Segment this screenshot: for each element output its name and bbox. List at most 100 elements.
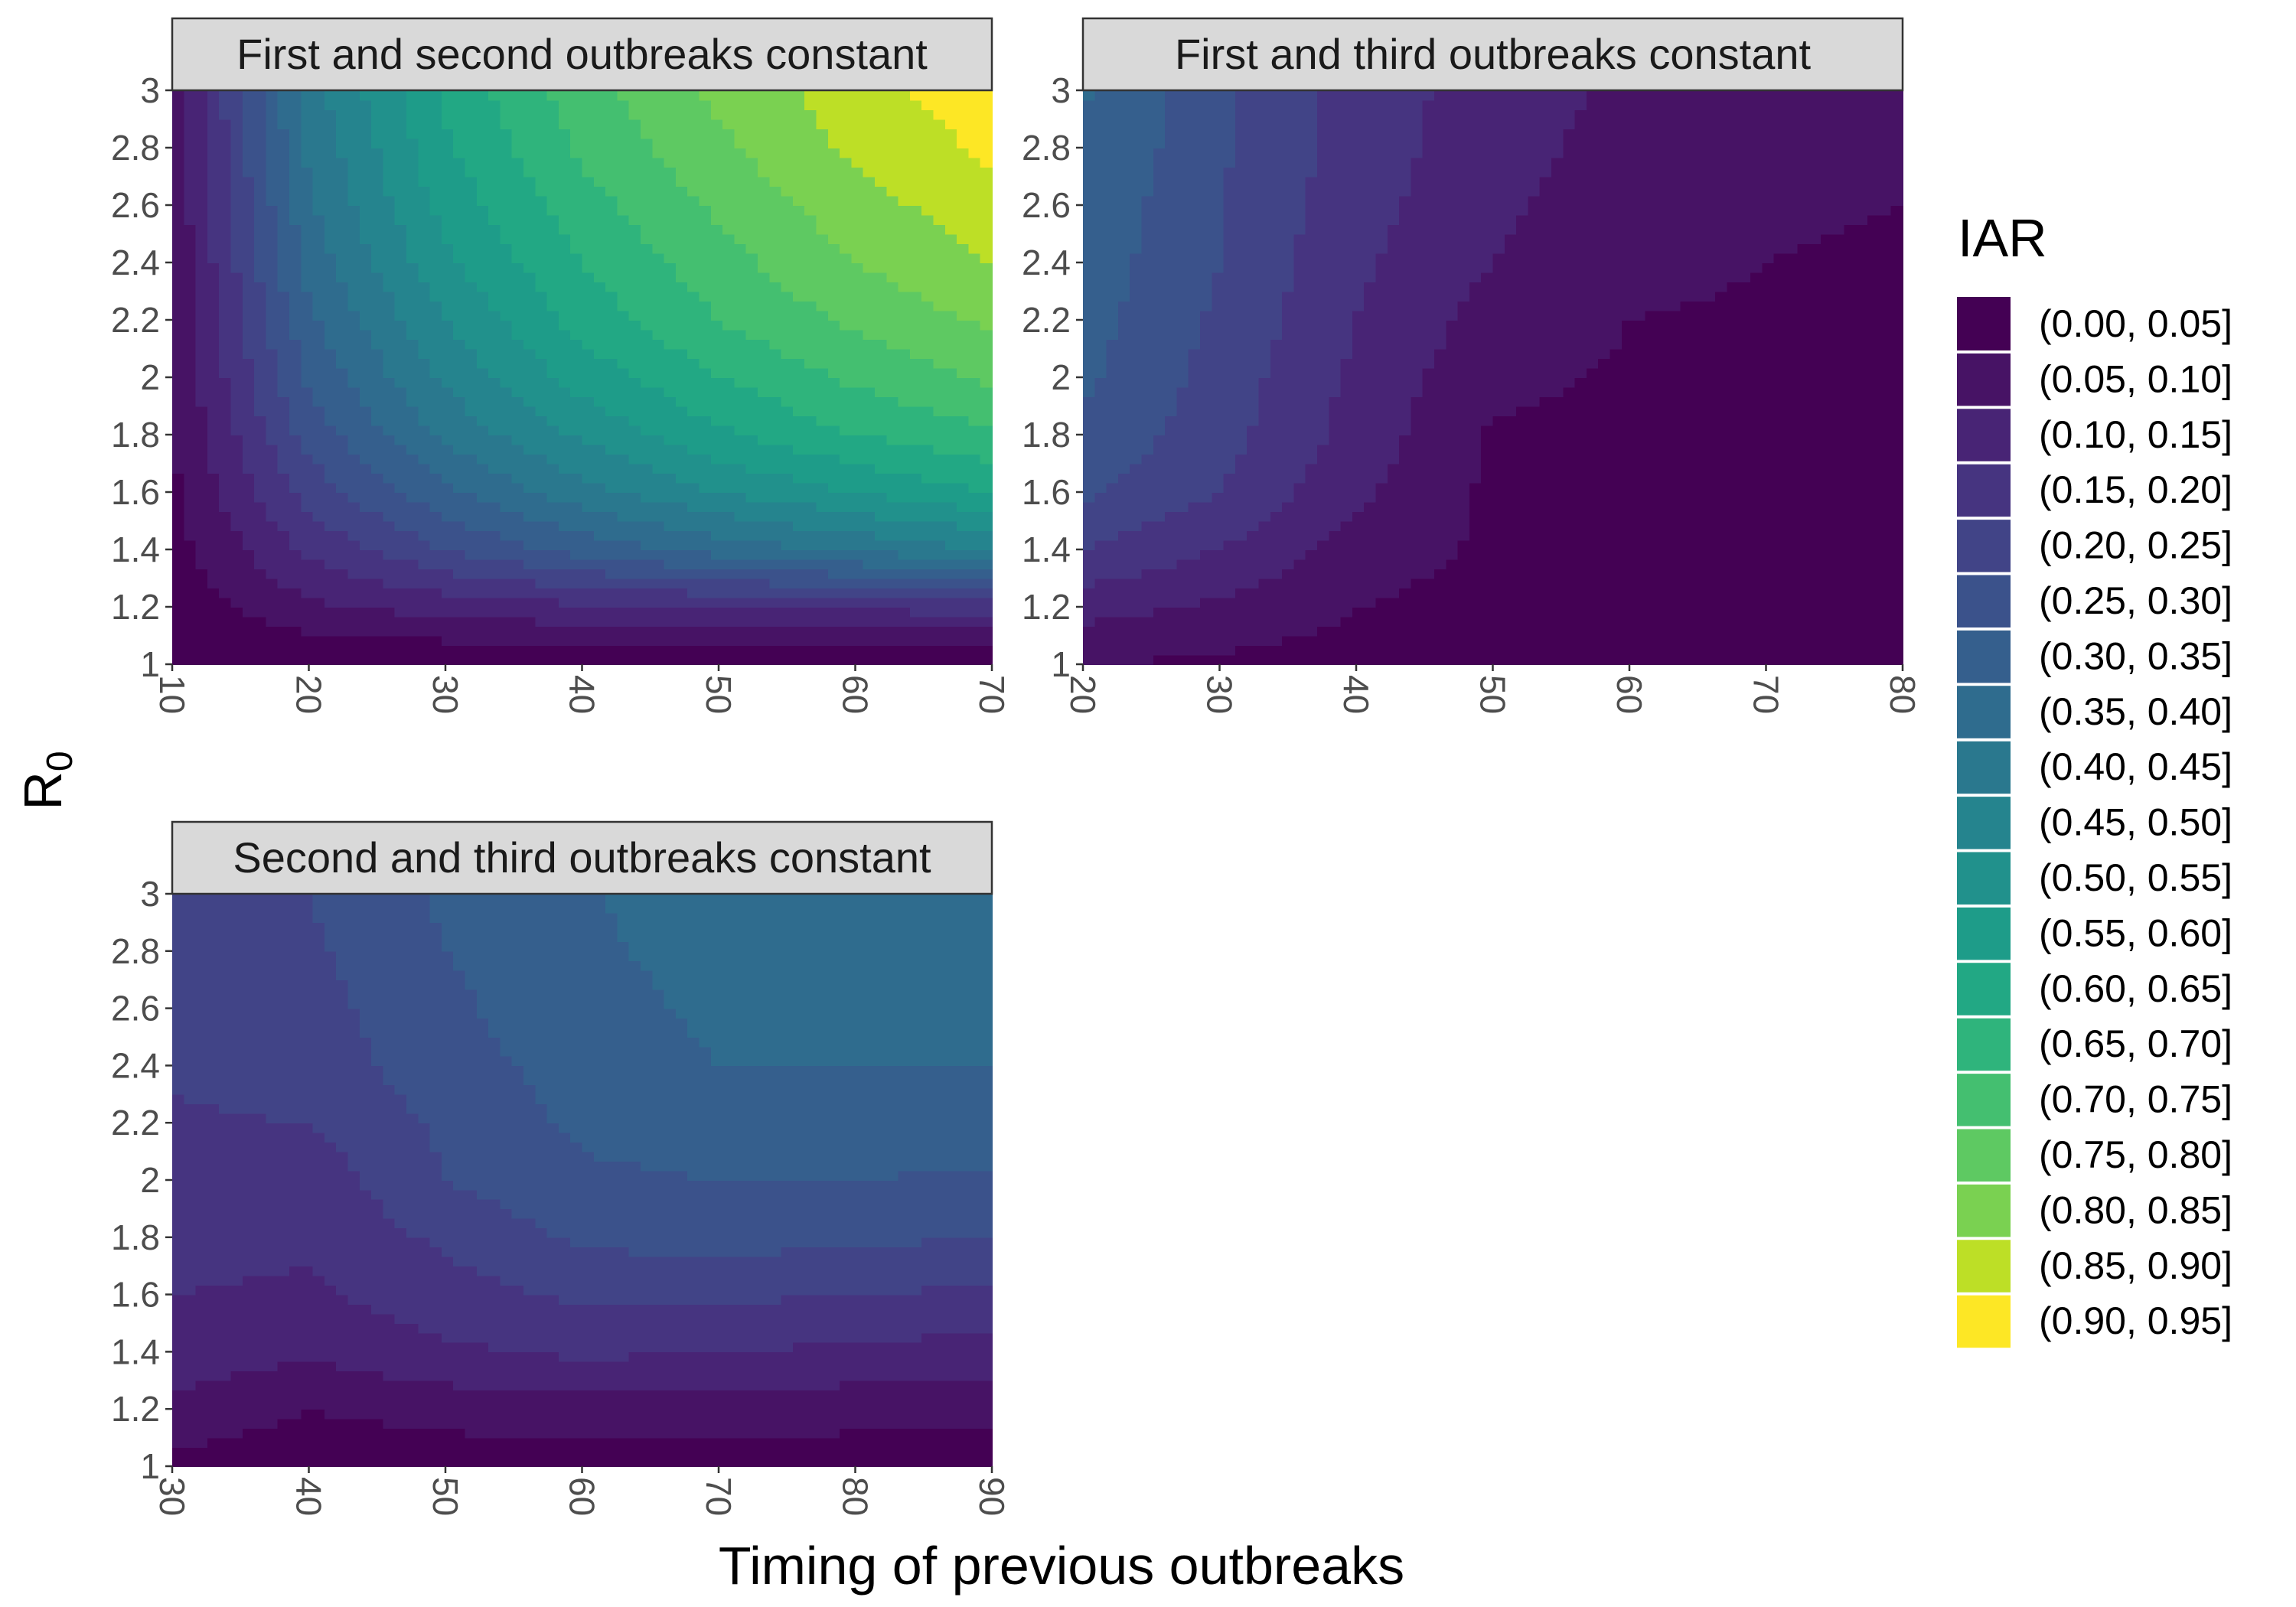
contour-cell — [231, 167, 243, 177]
contour-cell — [488, 205, 501, 215]
contour-cell — [348, 272, 360, 282]
contour-cell — [1306, 655, 1318, 665]
contour-cell — [278, 320, 290, 330]
contour-cell — [196, 129, 208, 139]
contour-cell — [886, 100, 899, 110]
contour-cell — [617, 205, 629, 215]
contour-cell — [582, 445, 595, 455]
contour-cell — [1551, 579, 1564, 588]
contour-cell — [980, 262, 993, 272]
contour-cell — [395, 579, 407, 588]
contour-cell — [899, 454, 911, 464]
contour-cell — [1493, 559, 1505, 569]
contour-cell — [313, 377, 325, 387]
contour-cell — [804, 262, 817, 272]
contour-cell — [207, 129, 220, 139]
contour-cell — [1610, 626, 1623, 636]
contour-cell — [921, 396, 934, 406]
contour-cell — [442, 234, 454, 244]
contour-cell — [1423, 636, 1435, 646]
contour-cell — [453, 148, 465, 158]
contour-cell — [1411, 607, 1423, 617]
contour-cell — [734, 607, 746, 617]
contour-cell — [700, 416, 712, 425]
contour-cell — [828, 330, 840, 340]
contour-cell — [336, 416, 348, 425]
contour-cell — [641, 425, 653, 435]
contour-cell — [980, 119, 993, 129]
contour-cell — [1587, 588, 1599, 598]
contour-cell — [243, 224, 255, 234]
contour-cell — [722, 109, 735, 119]
contour-cell — [1750, 617, 1763, 627]
contour-cell — [371, 387, 383, 397]
contour-cell — [184, 349, 196, 359]
contour-cell — [840, 148, 852, 158]
contour-cell — [1224, 636, 1236, 646]
contour-cell — [301, 435, 313, 445]
contour-cell — [1247, 636, 1259, 646]
contour-cell — [875, 234, 887, 244]
contour-cell — [477, 588, 489, 598]
contour-cell — [1797, 607, 1809, 617]
contour-cell — [934, 253, 946, 263]
contour-cell — [1107, 569, 1119, 579]
contour-cell — [477, 186, 489, 196]
contour-cell — [301, 473, 313, 483]
contour-cell — [722, 588, 735, 598]
contour-cell — [570, 454, 582, 464]
contour-cell — [418, 368, 430, 378]
contour-cell — [921, 196, 934, 206]
contour-cell — [207, 511, 220, 521]
contour-cell — [336, 272, 348, 282]
contour-cell — [910, 243, 922, 253]
contour-cell — [535, 119, 547, 129]
contour-cell — [383, 205, 395, 215]
contour-cell — [406, 636, 419, 646]
contour-cell — [746, 617, 758, 627]
contour-cell — [1176, 645, 1189, 655]
contour-cell — [465, 196, 478, 206]
contour-cell — [371, 530, 383, 540]
contour-cell — [875, 540, 887, 550]
contour-cell — [899, 215, 911, 225]
contour-cell — [1364, 655, 1376, 665]
contour-cell — [465, 339, 478, 349]
contour-cell — [523, 598, 536, 608]
contour-cell — [336, 205, 348, 215]
contour-cell — [172, 598, 184, 608]
contour-cell — [793, 617, 805, 627]
contour-cell — [781, 655, 794, 665]
contour-cell — [207, 358, 220, 368]
contour-cell — [700, 368, 712, 378]
contour-cell — [313, 521, 325, 531]
contour-cell — [243, 90, 255, 100]
contour-cell — [231, 253, 243, 263]
contour-cell — [442, 368, 454, 378]
contour-cell — [1458, 655, 1470, 665]
contour-cell — [535, 464, 547, 474]
contour-cell — [734, 473, 746, 483]
contour-cell — [711, 569, 723, 579]
contour-cell — [1083, 617, 1095, 627]
contour-cell — [934, 224, 946, 234]
contour-cell — [488, 464, 501, 474]
contour-cell — [617, 377, 629, 387]
contour-cell — [781, 588, 794, 598]
contour-cell — [1306, 636, 1318, 646]
contour-cell — [875, 320, 887, 330]
contour-cell — [500, 655, 512, 665]
contour-cell — [875, 139, 887, 148]
contour-cell — [336, 158, 348, 168]
contour-cell — [395, 454, 407, 464]
contour-cell — [980, 349, 993, 359]
contour-cell — [465, 253, 478, 263]
contour-cell — [641, 483, 653, 493]
contour-cell — [418, 292, 430, 302]
contour-cell — [817, 301, 829, 311]
contour-cell — [781, 205, 794, 215]
contour-cell — [535, 311, 547, 321]
contour-cell — [301, 339, 313, 349]
contour-cell — [817, 196, 829, 206]
contour-cell — [243, 645, 255, 655]
